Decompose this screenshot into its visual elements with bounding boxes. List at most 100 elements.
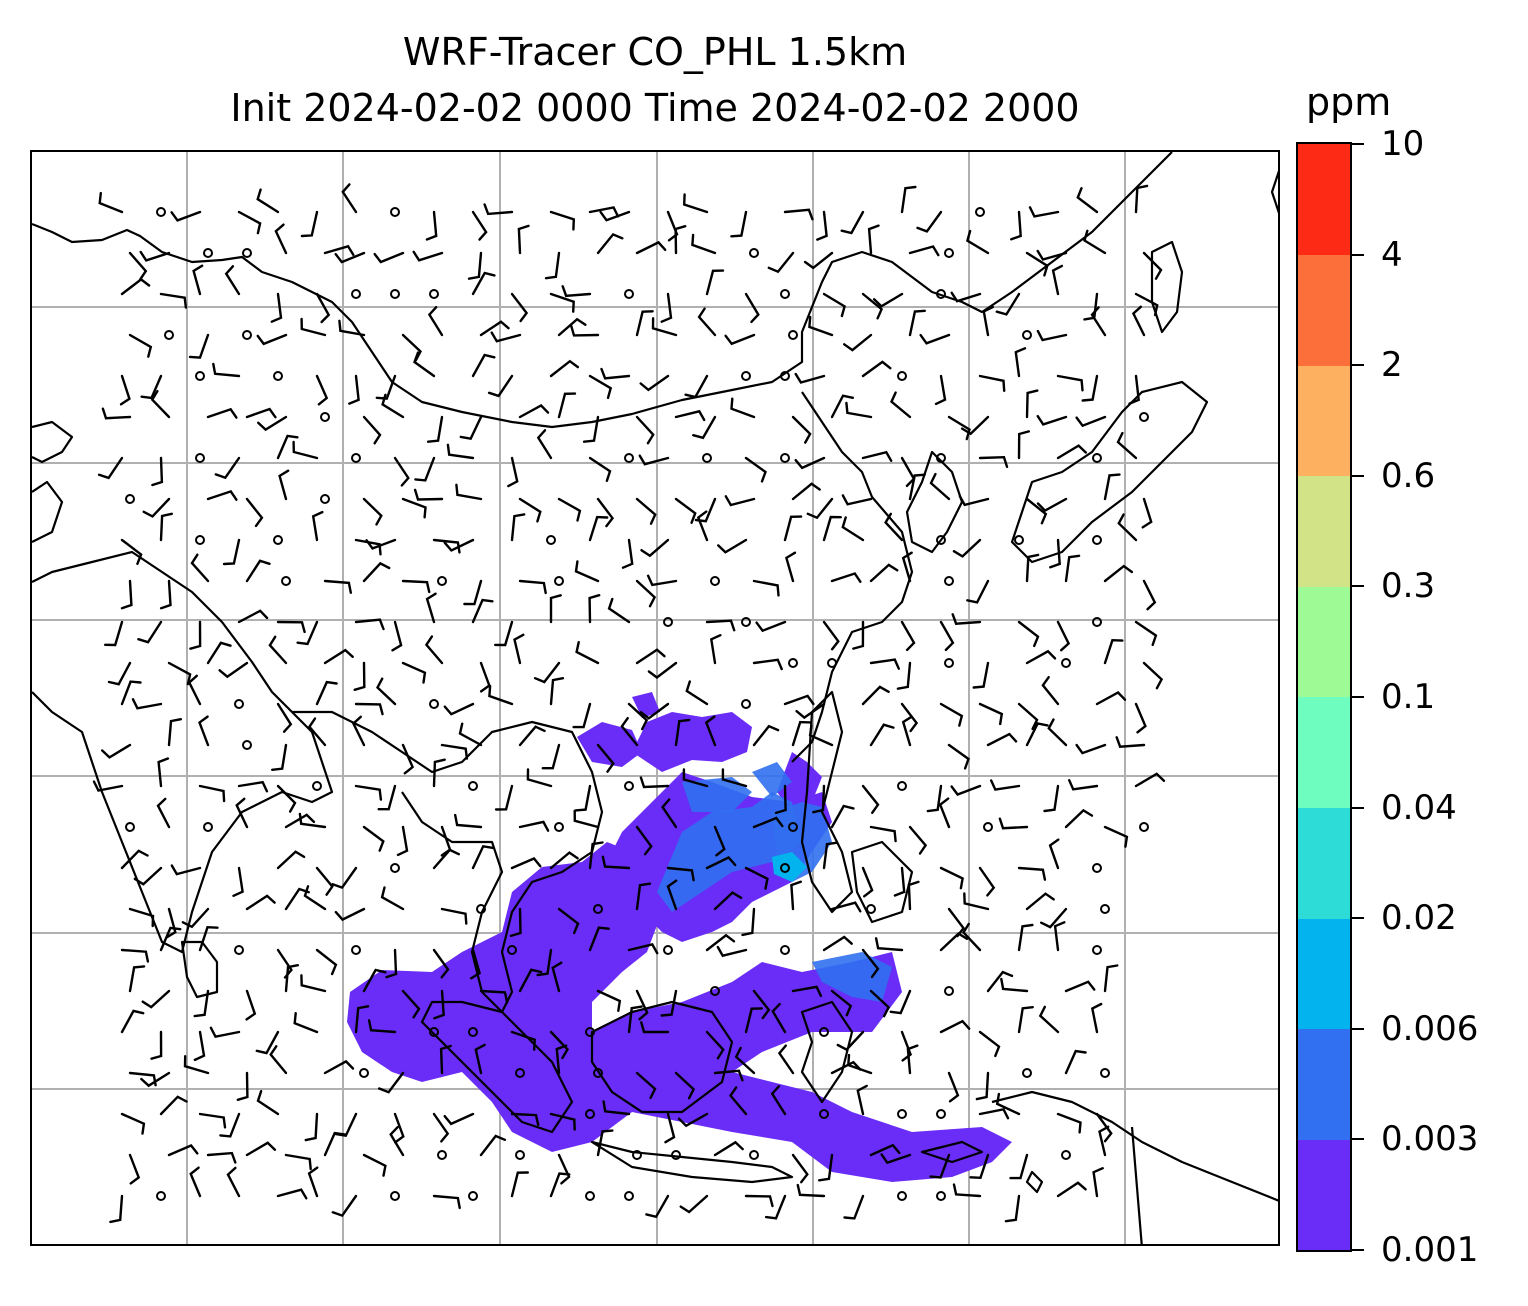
wind-barb <box>1040 907 1068 929</box>
colorbar-tick-mark <box>1352 143 1364 145</box>
wind-barb <box>426 415 444 443</box>
calm-wind-marker <box>1100 1068 1110 1078</box>
wind-barb <box>128 1153 141 1185</box>
wind-barb <box>256 333 288 346</box>
colorbar-tick-label: 0.001 <box>1381 1230 1479 1270</box>
coastline <box>791 391 914 763</box>
calm-wind-marker <box>281 576 291 586</box>
calm-wind-marker <box>780 945 790 955</box>
wind-barb <box>235 797 249 829</box>
wind-barb <box>588 515 609 542</box>
wind-barb <box>140 1071 171 1088</box>
wind-barb <box>588 206 620 218</box>
colorbar-segment <box>1298 1028 1350 1140</box>
wind-barb <box>926 784 943 813</box>
wind-barb <box>843 333 873 352</box>
wind-barb <box>1043 784 1060 813</box>
wind-barb <box>167 661 192 686</box>
wind-barb <box>861 685 890 706</box>
wind-barb <box>245 894 276 911</box>
calm-wind-marker <box>351 945 361 955</box>
colorbar-tick-mark <box>1352 364 1364 367</box>
colorbar-segment <box>1298 144 1350 256</box>
wind-barb <box>198 784 226 803</box>
wind-barb <box>770 1085 787 1116</box>
coastline <box>850 840 914 924</box>
calm-wind-marker <box>632 1150 642 1160</box>
wind-barb <box>323 244 355 256</box>
wind-barb <box>209 1026 241 1039</box>
wind-barb <box>467 251 483 280</box>
wind-barb <box>128 965 146 993</box>
wind-barb <box>1142 579 1157 611</box>
wind-barb <box>120 538 143 565</box>
calm-wind-marker <box>897 1109 907 1119</box>
wind-barb <box>270 292 283 323</box>
wind-barb <box>471 353 496 378</box>
wind-barb <box>947 415 971 441</box>
calm-wind-marker <box>125 494 135 504</box>
wind-barb <box>1064 1049 1087 1075</box>
wind-barb <box>341 183 358 214</box>
wind-barb <box>354 1005 370 1034</box>
wind-barb <box>393 1112 405 1144</box>
wind-barb <box>315 292 331 324</box>
calm-wind-marker <box>897 1191 907 1201</box>
wind-barb <box>274 223 288 255</box>
wind-barb <box>206 489 238 501</box>
wind-barb <box>401 333 422 362</box>
wind-barb <box>222 538 241 566</box>
wind-barb <box>549 594 562 624</box>
wind-barb <box>151 456 164 487</box>
calm-wind-marker <box>585 1109 595 1119</box>
colorbar-segment <box>1298 807 1350 919</box>
wind-barb <box>646 574 678 587</box>
wind-barb <box>187 674 202 706</box>
wind-barb <box>867 224 880 255</box>
wind-barb <box>1103 964 1119 993</box>
wind-barb <box>206 1151 237 1164</box>
wind-barb <box>517 224 530 255</box>
wind-barb <box>120 680 142 706</box>
wind-barb <box>692 415 717 440</box>
wind-barb <box>141 989 171 1009</box>
wind-barb <box>245 497 264 528</box>
wind-barb <box>682 768 709 788</box>
wind-barb <box>744 1007 763 1034</box>
wind-barb <box>1131 305 1146 337</box>
wind-barb <box>682 193 709 214</box>
wind-barb <box>128 251 148 281</box>
wind-barb <box>443 702 475 716</box>
wind-barb <box>730 210 748 238</box>
wind-barb <box>958 495 990 507</box>
colorbar-tick-label: 2 <box>1381 345 1403 386</box>
wind-barb <box>830 572 862 583</box>
wind-barb <box>640 538 670 558</box>
wind-barb <box>975 1071 990 1101</box>
wind-barb <box>120 948 150 963</box>
wind-barb <box>443 1112 475 1126</box>
wind-barb <box>861 866 874 898</box>
calm-wind-marker <box>741 617 751 627</box>
wind-barb <box>458 722 483 747</box>
wind-barb <box>900 702 919 733</box>
wind-barb <box>639 374 670 392</box>
wind-barb <box>362 1153 387 1177</box>
wind-barb <box>1009 1153 1029 1180</box>
calm-wind-marker <box>125 822 135 832</box>
calm-wind-marker <box>468 781 478 791</box>
wind-barb <box>620 717 639 747</box>
coastline <box>1025 1170 1044 1194</box>
wind-barb <box>494 784 514 811</box>
colorbar-tick-mark <box>1352 1249 1364 1251</box>
wind-barb <box>704 715 717 747</box>
coastline <box>590 1000 734 1114</box>
wind-barb <box>998 817 1029 830</box>
wind-barb <box>518 404 550 419</box>
wind-barb <box>373 251 405 264</box>
wind-barb <box>198 1112 227 1129</box>
wind-barb <box>432 1112 450 1143</box>
calm-wind-marker <box>507 945 517 955</box>
wind-barb <box>952 1183 982 1198</box>
wind-barb <box>156 797 171 829</box>
